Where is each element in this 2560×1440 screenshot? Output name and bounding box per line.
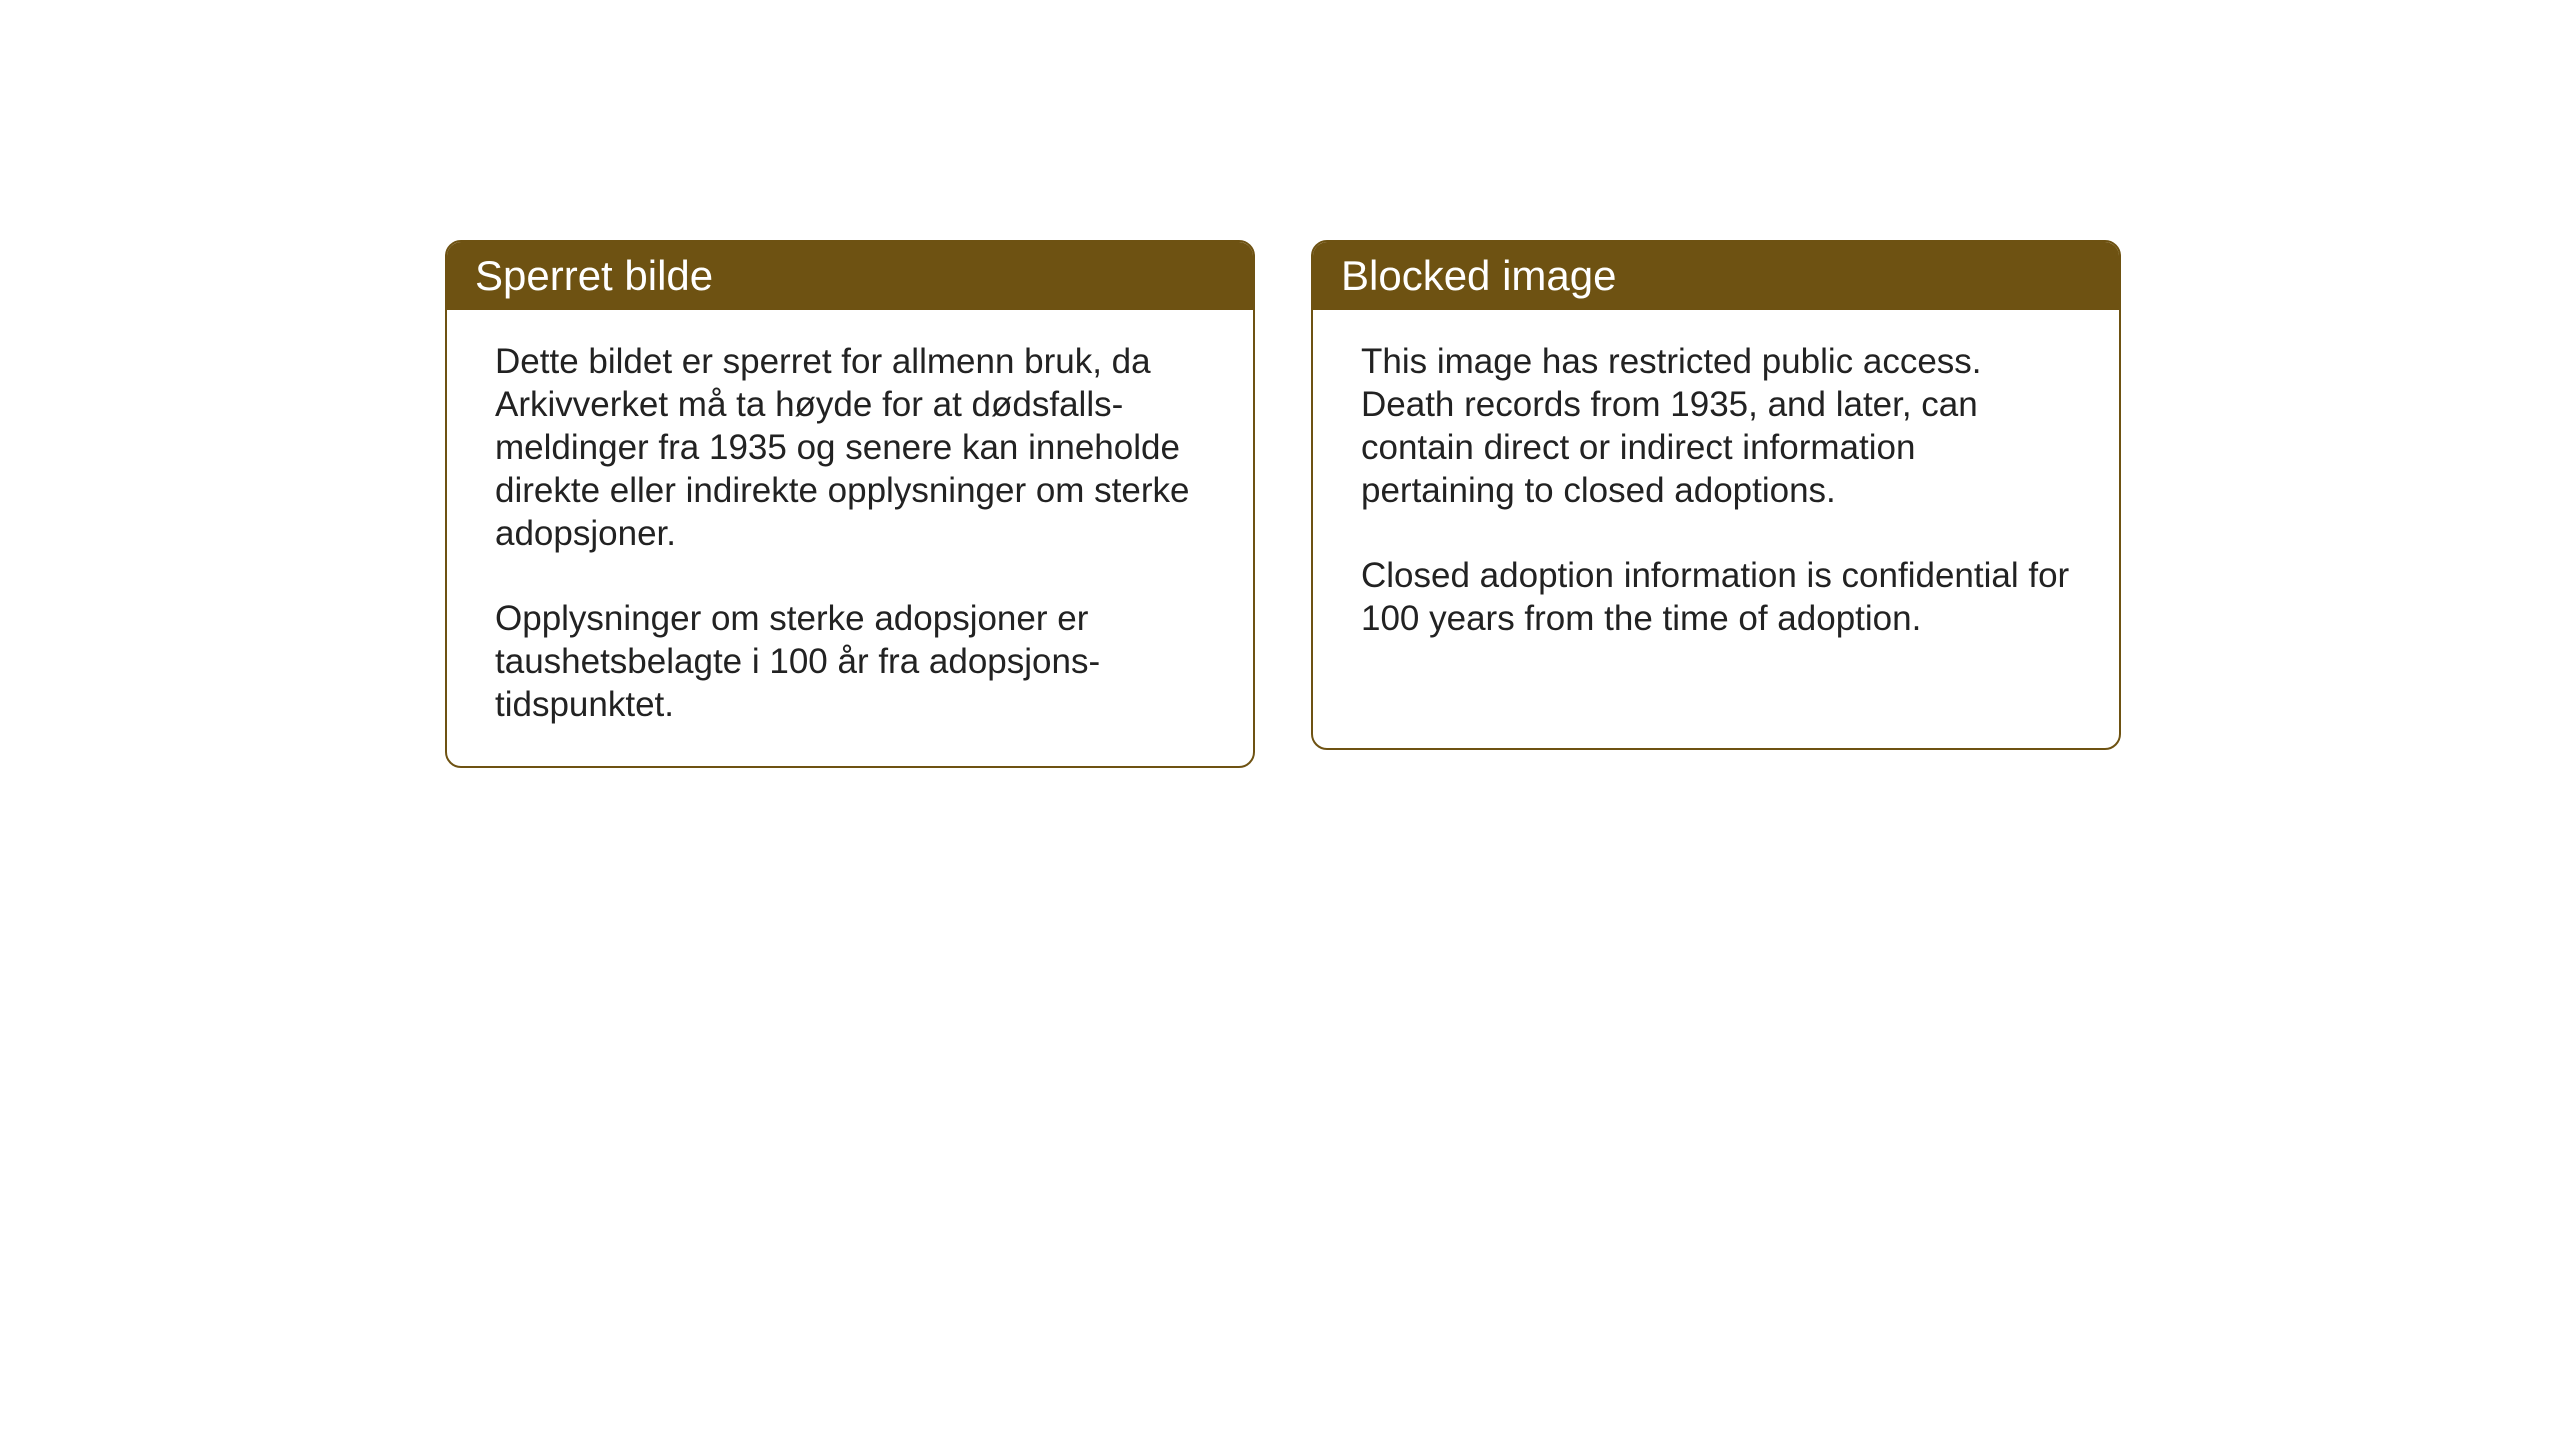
card-header-norwegian: Sperret bilde (447, 242, 1253, 310)
notice-card-norwegian: Sperret bilde Dette bildet er sperret fo… (445, 240, 1255, 768)
card-body-english: This image has restricted public access.… (1313, 310, 2119, 680)
card-header-english: Blocked image (1313, 242, 2119, 310)
card-title-english: Blocked image (1341, 252, 1616, 299)
card-body-norwegian: Dette bildet er sperret for allmenn bruk… (447, 310, 1253, 766)
paragraph-2-norwegian: Opplysninger om sterke adopsjoner er tau… (495, 597, 1205, 726)
paragraph-2-english: Closed adoption information is confident… (1361, 554, 2071, 640)
paragraph-1-english: This image has restricted public access.… (1361, 340, 2071, 512)
notice-card-english: Blocked image This image has restricted … (1311, 240, 2121, 750)
card-title-norwegian: Sperret bilde (475, 252, 713, 299)
paragraph-1-norwegian: Dette bildet er sperret for allmenn bruk… (495, 340, 1205, 555)
notice-container: Sperret bilde Dette bildet er sperret fo… (445, 240, 2121, 768)
